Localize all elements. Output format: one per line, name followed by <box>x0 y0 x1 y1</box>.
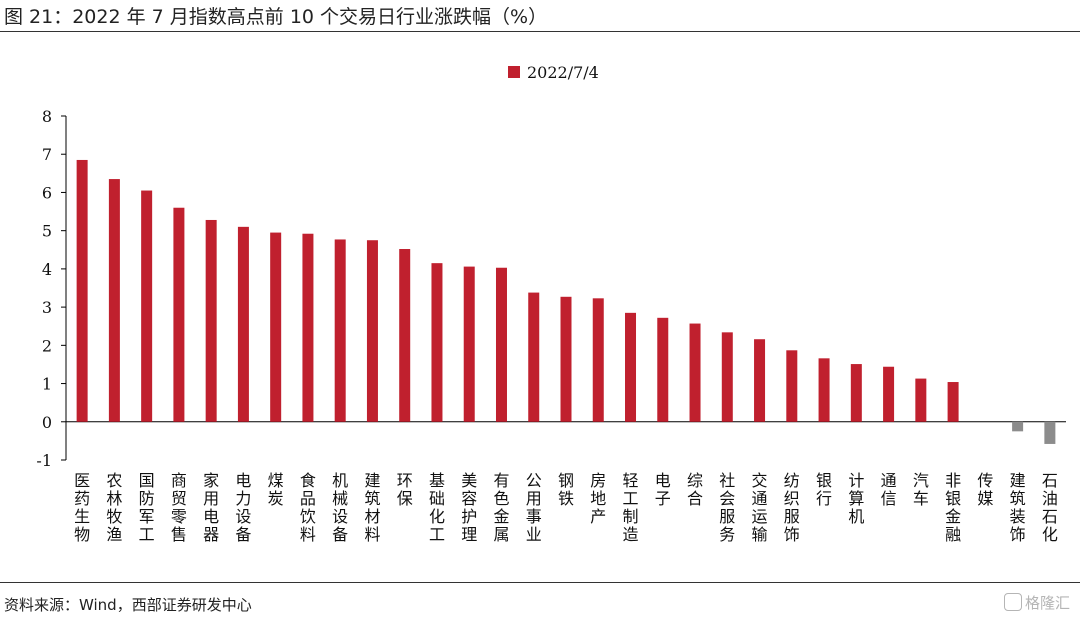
bottom-divider <box>0 582 1080 583</box>
bar <box>721 332 733 422</box>
bar <box>495 267 507 422</box>
bar <box>689 323 701 422</box>
legend-label: 2022/7/4 <box>527 63 599 82</box>
bar <box>786 350 798 422</box>
category-label: 电力设备 <box>235 471 251 544</box>
y-tick-label: 0 <box>42 413 52 432</box>
bar <box>560 296 572 422</box>
y-tick-label: 2 <box>42 336 52 355</box>
watermark: 格隆汇 <box>1003 592 1070 613</box>
category-label: 建筑材料 <box>364 471 380 544</box>
y-tick-label: 4 <box>42 260 52 279</box>
category-label: 计算机 <box>848 471 864 526</box>
bars <box>76 159 1056 444</box>
bar <box>463 266 475 422</box>
y-tick-label: 5 <box>42 222 52 241</box>
category-label: 公用事业 <box>526 471 542 544</box>
bar <box>657 317 669 422</box>
bar <box>76 159 88 422</box>
bar <box>1012 421 1024 432</box>
category-label: 机械设备 <box>332 471 348 544</box>
bar <box>883 366 895 422</box>
bar <box>205 219 217 422</box>
y-tick-label: 3 <box>42 298 52 317</box>
category-label: 煤炭 <box>268 471 284 508</box>
category-label: 国防军工 <box>139 471 155 544</box>
category-label: 汽车 <box>913 471 929 508</box>
source-note: 资料来源：Wind，西部证券研发中心 <box>4 596 252 614</box>
category-label: 建筑装饰 <box>1010 471 1026 544</box>
category-label: 非银金融 <box>945 471 961 544</box>
legend-swatch <box>508 66 520 78</box>
y-tick-label: 1 <box>42 375 52 394</box>
watermark-logo-icon <box>1003 593 1022 611</box>
category-label: 食品饮料 <box>300 471 316 544</box>
category-label: 环保 <box>397 471 413 508</box>
category-label: 房地产 <box>590 471 606 526</box>
category-label: 轻工制造 <box>623 471 639 544</box>
category-label: 交通运输 <box>752 471 768 544</box>
category-label: 农林牧渔 <box>106 471 122 544</box>
bar <box>270 232 282 422</box>
y-tick-label: 7 <box>42 145 52 164</box>
bar <box>302 233 314 422</box>
bar <box>528 292 540 422</box>
category-label: 美容护理 <box>461 471 477 544</box>
category-label: 传媒 <box>977 471 993 508</box>
bar <box>818 358 830 422</box>
top-divider <box>0 31 1080 32</box>
category-label: 石油石化 <box>1042 471 1058 544</box>
category-label: 银行 <box>816 471 832 508</box>
category-label: 有色金属 <box>493 471 509 544</box>
bar <box>237 226 249 422</box>
bar <box>625 312 637 422</box>
category-label: 纺织服饰 <box>784 471 800 544</box>
bar <box>141 190 153 422</box>
legend: 2022/7/4 <box>508 63 599 82</box>
bar <box>754 339 766 422</box>
bar <box>366 240 378 422</box>
category-label: 电子 <box>655 471 671 508</box>
bar <box>592 298 604 422</box>
category-label: 通信 <box>881 471 897 508</box>
category-label: 家用电器 <box>203 471 219 544</box>
category-label: 综合 <box>687 471 703 508</box>
category-label: 基础化工 <box>429 471 445 544</box>
watermark-text: 格隆汇 <box>1024 594 1070 612</box>
category-label: 钢铁 <box>558 471 574 508</box>
category-label: 社会服务 <box>719 471 735 544</box>
bar <box>915 378 927 422</box>
y-tick-label: 6 <box>42 183 52 202</box>
y-tick-label: -1 <box>36 451 52 470</box>
category-label: 医药生物 <box>74 471 90 544</box>
category-label: 商贸零售 <box>171 471 187 544</box>
y-tick-label: 8 <box>42 107 52 126</box>
bar <box>431 263 443 422</box>
chart-title: 图 21：2022 年 7 月指数高点前 10 个交易日行业涨跌幅（%） <box>4 6 548 28</box>
bar <box>399 249 411 422</box>
bar <box>1044 421 1056 444</box>
bar <box>173 207 185 422</box>
bar <box>108 179 120 422</box>
bar <box>334 239 346 422</box>
bar <box>947 382 959 422</box>
bar <box>850 364 862 422</box>
axes: -1 0 1 2 3 4 5 6 7 8 <box>36 107 1066 470</box>
